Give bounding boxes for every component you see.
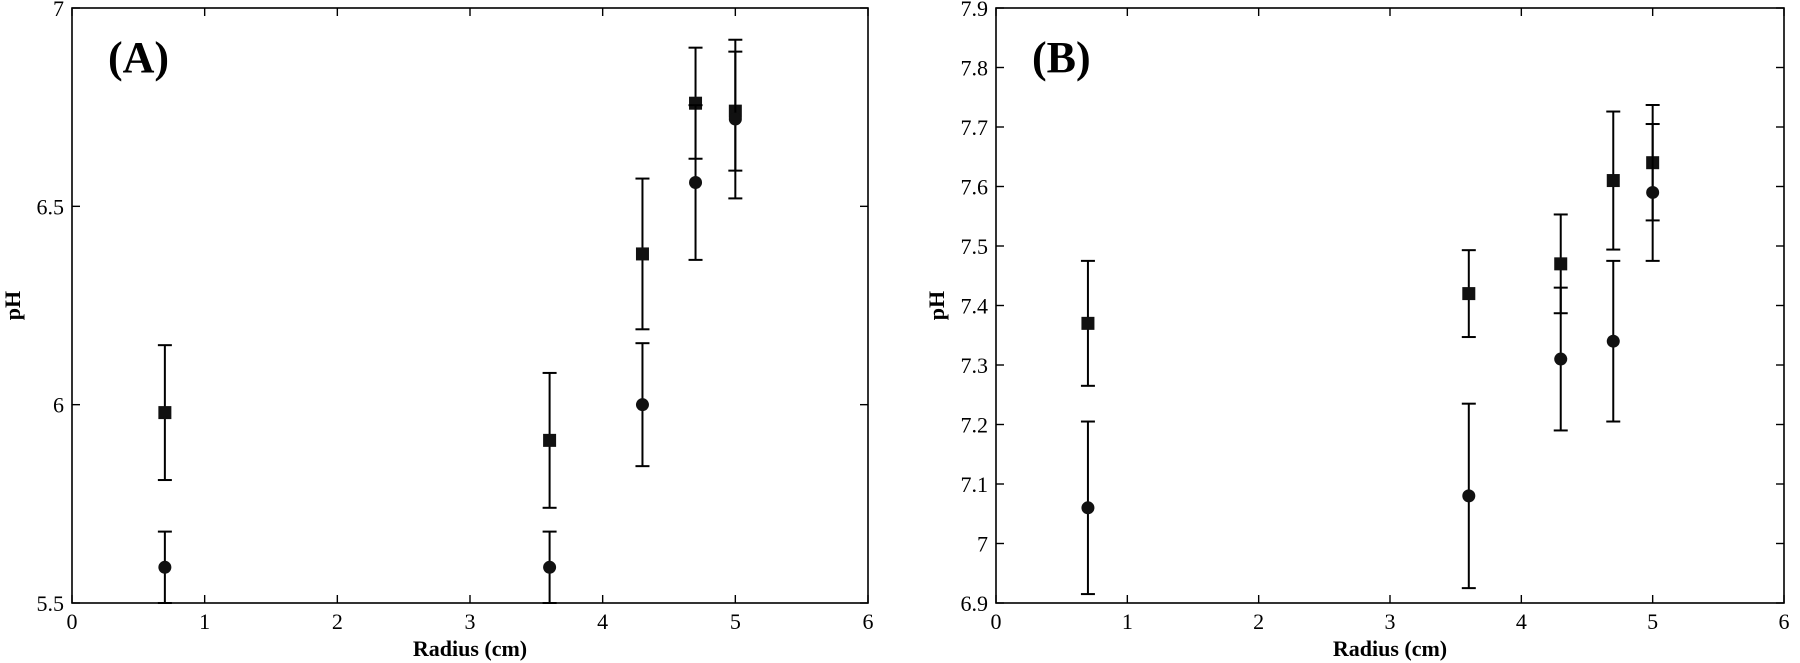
x-tick-label: 4 <box>597 609 608 634</box>
circle-marker <box>635 398 649 412</box>
y-tick-label: 7.1 <box>961 472 989 497</box>
square-marker <box>1081 316 1095 330</box>
x-tick-label: 6 <box>863 609 874 634</box>
square-marker <box>1606 174 1620 188</box>
circle-marker <box>543 560 557 574</box>
x-tick-label: 0 <box>67 609 78 634</box>
y-tick-label: 7.7 <box>961 115 989 140</box>
x-tick-label: 5 <box>1647 609 1658 634</box>
y-tick-label: 6 <box>53 393 64 418</box>
square-marker <box>158 406 172 420</box>
y-tick-label: 6.9 <box>961 591 989 616</box>
x-tick-label: 3 <box>1385 609 1396 634</box>
circle-marker <box>1554 352 1568 366</box>
square-marker <box>543 433 557 447</box>
chart-panel-a: 0 1 2 3 4 5 6 5.5 6 6.5 7 Radius (cm) pH (A) <box>0 0 874 661</box>
x-axis-label: Radius (cm) <box>1333 636 1447 661</box>
x-tick-label: 6 <box>1779 609 1790 634</box>
circle-marker <box>158 560 172 574</box>
plot-area-frame <box>71 7 869 604</box>
circle-marker <box>1646 185 1660 199</box>
y-axis-label: pH <box>924 291 949 320</box>
y-tick-label: 7.4 <box>961 294 989 319</box>
y-tick-label: 7.3 <box>961 353 989 378</box>
y-tick-label: 7.5 <box>961 234 989 259</box>
y-tick-label: 7.8 <box>961 56 989 81</box>
circle-marker <box>689 176 703 190</box>
plot-area-frame <box>995 7 1785 604</box>
square-marker <box>689 96 703 110</box>
square-marker <box>1554 257 1568 271</box>
y-tick-label: 7.2 <box>961 413 989 438</box>
y-tick-label: 7 <box>977 532 988 557</box>
y-tick-label: 5.5 <box>37 591 65 616</box>
y-tick-label: 7.9 <box>961 0 989 21</box>
y-tick-label: 6.5 <box>37 194 65 219</box>
y-tick-label: 7 <box>53 0 64 21</box>
circle-marker <box>1606 334 1620 348</box>
x-axis-label: Radius (cm) <box>413 636 527 661</box>
y-tick-label: 7.6 <box>961 175 989 200</box>
x-tick-label: 1 <box>1122 609 1133 634</box>
circle-marker <box>1462 489 1476 503</box>
chart-panel-b: 0 1 2 3 4 5 6 6.9 7 7.1 7.2 7.3 7.4 7.5 7.6 7.7 7.8 7.9 Ra… <box>924 0 1790 661</box>
x-tick-label: 0 <box>991 609 1002 634</box>
y-axis-label: pH <box>0 291 25 320</box>
circle-marker <box>728 112 742 126</box>
x-tick-label: 2 <box>1253 609 1264 634</box>
square-marker <box>635 247 649 261</box>
x-tick-label: 3 <box>465 609 476 634</box>
x-tick-label: 2 <box>332 609 343 634</box>
x-tick-label: 4 <box>1516 609 1527 634</box>
circle-marker <box>1081 501 1095 515</box>
x-tick-label: 1 <box>199 609 210 634</box>
panel-label: (B) <box>1032 33 1091 82</box>
panel-label: (A) <box>108 33 169 82</box>
square-marker <box>1462 287 1476 301</box>
x-tick-label: 5 <box>730 609 741 634</box>
